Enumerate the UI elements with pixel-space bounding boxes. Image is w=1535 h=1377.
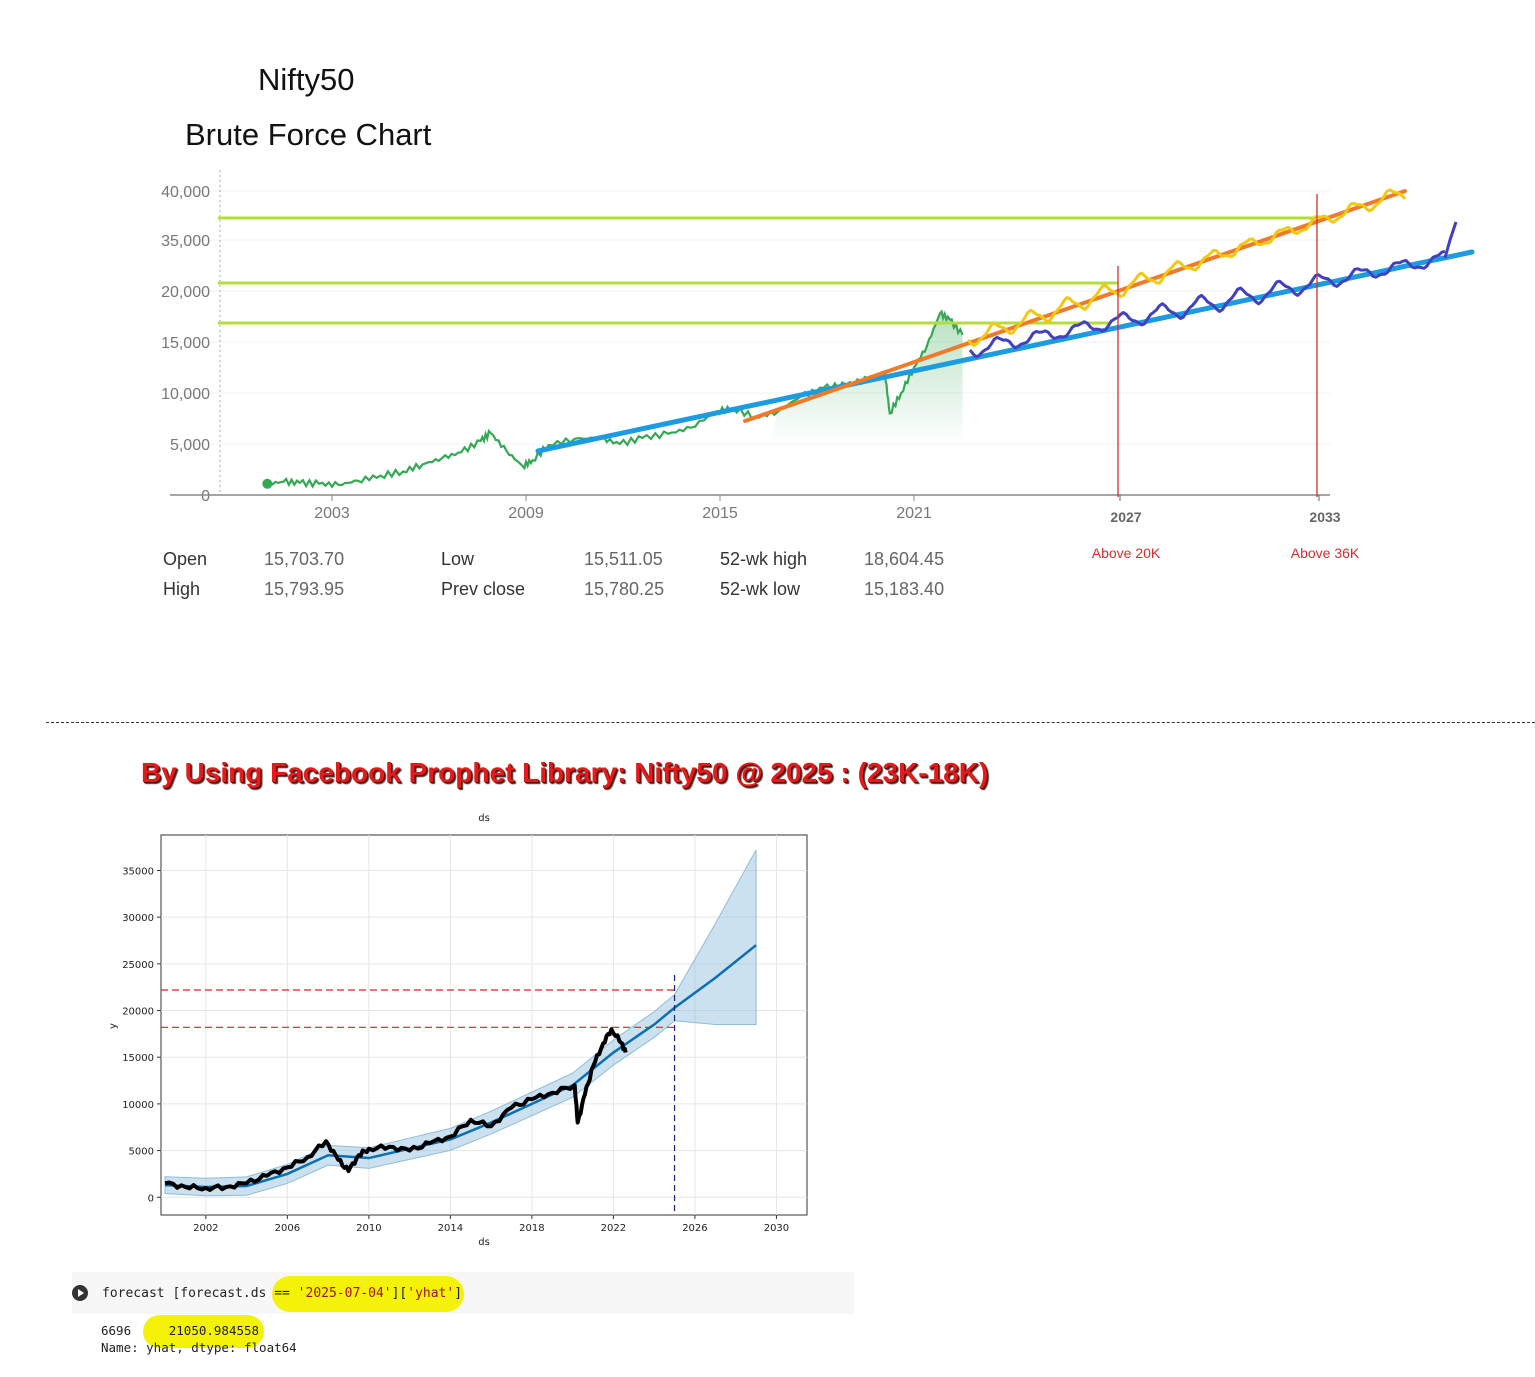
stat-52wk-high-value: 18,604.45 [864,549,944,570]
y-tick-label: 20000 [122,1007,154,1018]
x-tick-label: 2026 [682,1223,707,1234]
stat-prev-close-number: 15,780.25 [584,579,665,599]
price-area [768,313,963,444]
code-date-string: '2025-07-04' [297,1286,392,1301]
y-tick-label: 25000 [122,960,154,971]
code-column-string: 'yhat' [407,1286,455,1301]
x-tick-label: 2010 [356,1223,381,1234]
stat-52wk-low-number: 15,183.40 [864,579,945,599]
output-line: 6696 21050.984558 [101,1323,259,1338]
code-highlight [272,1276,464,1312]
output-meta: Name: yhat, dtype: float64 [101,1340,297,1355]
chart-title: Nifty50 [258,62,355,97]
y-tick-label: 15000 [122,1053,154,1064]
y-tick-label: 10,000 [161,386,210,403]
x-tick-label: 2002 [193,1223,218,1234]
x-tick-label: 2018 [519,1223,544,1234]
x-axis-label: ds [478,1237,490,1248]
run-cell-icon[interactable] [72,1285,88,1301]
stat-low-number: 15,511.05 [584,549,663,569]
annotation-year-label: 2027 [1110,509,1141,525]
stat-prev-close: Prev close [441,579,525,600]
x-tick-label: 2015 [702,505,738,522]
stat-prev-close-value: 15,780.25 [584,579,664,600]
x-tick-label: 2003 [314,505,350,522]
stat-52wk-low-label: 52-wk low [720,579,801,599]
y-tick-label: 35000 [122,866,154,877]
stat-high-label: High [163,579,201,599]
forecast-wiggle-yellow [966,188,1407,347]
stat-52wk-high-number: 18,604.45 [864,549,945,569]
uncertainty-band [164,849,757,1197]
output-value: 21050.984558 [168,1323,260,1338]
stat-low-value: 15,511.05 [584,549,663,570]
y-tick-label: 40,000 [161,184,210,201]
forecast-line [165,944,757,1189]
y-tick-label: 5,000 [170,437,210,454]
stat-52wk-low-value: 15,183.40 [864,579,944,600]
y-tick-label: 30000 [122,913,154,924]
x-tick-label: 2014 [438,1223,463,1234]
output-index: 6696 [101,1323,132,1338]
chart-top-label: ds [478,813,490,824]
y-tick-label: 5000 [129,1147,154,1158]
stat-open-label: Open [163,549,208,569]
code-operator: == [274,1286,298,1301]
stat-high-number: 15,793.95 [264,579,345,599]
y-tick-label: 20,000 [161,284,210,301]
trend-line-orange [743,189,1407,423]
stat-52wk-high: 52-wk high [720,549,807,570]
price-line [266,309,964,489]
y-tick-label: 0 [148,1193,154,1204]
prophet-headline: By Using Facebook Prophet Library: Nifty… [141,757,989,788]
forecast-wiggle-purple-tail [1443,221,1458,259]
annotation-label: Above 20K [1092,545,1161,561]
actuals-line [164,1027,628,1192]
annotation-year-label: 2033 [1309,509,1340,525]
code-bracket: ][ [391,1286,408,1301]
stat-52wk-high-label: 52-wk high [720,549,808,569]
stat-52wk-low: 52-wk low [720,579,800,600]
y-tick-label: 35,000 [161,233,210,250]
stat-low: Low [441,549,474,570]
brute-force-chart: 40,000 35,000 20,000 15,000 10,000 5,000 0 2003… [161,170,1475,561]
y-tick-label: 0 [201,488,210,505]
code-prefix: forecast [forecast.ds [102,1286,275,1301]
annotation-label: Above 36K [1291,545,1360,561]
forecast-wiggle-purple [968,249,1446,359]
y-axis-label: y [108,1023,119,1029]
y-tick-label: 15,000 [161,335,210,352]
x-tick-label: 2021 [896,505,932,522]
stat-open: Open [163,549,207,570]
plot-frame [160,834,808,1216]
stat-high-value: 15,793.95 [264,579,344,600]
chart-subtitle: Brute Force Chart [185,117,432,152]
stat-prev-close-label: Prev close [441,579,526,599]
stat-low-label: Low [441,549,475,569]
x-tick-label: 2009 [508,505,544,522]
x-tick-label: 2030 [764,1223,789,1234]
stat-open-value: 15,703.70 [264,549,344,570]
stat-open-number: 15,703.70 [264,549,345,569]
y-tick-label: 10000 [122,1100,154,1111]
trend-line-blue [535,249,1475,454]
output-highlight [143,1315,264,1348]
section-divider [46,722,1535,723]
code-line[interactable]: forecast [forecast.ds == '2025-07-04']['… [102,1286,462,1301]
stat-high: High [163,579,200,600]
start-point [262,478,273,489]
code-end: ] [454,1286,463,1301]
x-tick-label: 2006 [275,1223,300,1234]
x-tick-label: 2022 [601,1223,626,1234]
